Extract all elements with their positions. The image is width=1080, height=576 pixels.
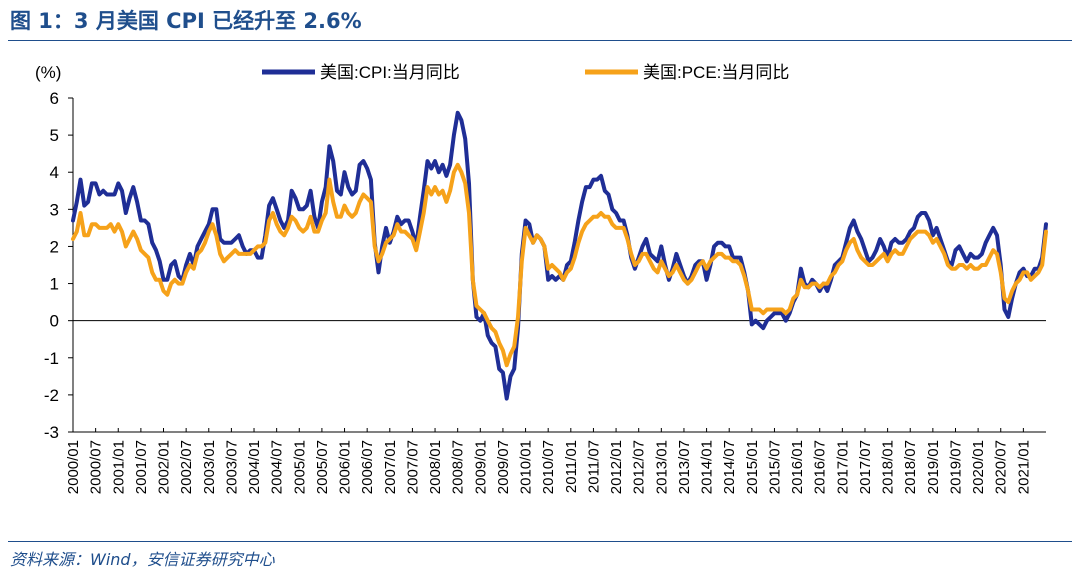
x-tick-label: 2012/01 [608,440,625,494]
x-tick-label: 2019/07 [947,440,964,494]
x-tick-label: 2008/07 [450,440,467,494]
x-tick-label: 2002/01 [156,440,173,494]
legend-label: 美国:PCE:当月同比 [643,63,789,82]
x-tick-label: 2017/01 [834,440,851,494]
y-tick-label: -1 [44,349,59,368]
x-tick-label: 2011/07 [585,440,602,493]
x-tick-label: 2009/07 [495,440,512,494]
x-tick-label: 2020/01 [970,440,987,494]
series-line-pce [71,162,1048,368]
x-tick-label: 2003/01 [201,440,218,494]
x-tick-label: 2004/01 [246,440,263,494]
x-tick-label: 2014/01 [699,440,716,494]
x-tick-label: 2012/07 [631,440,648,494]
x-tick-label: 2008/01 [427,440,444,494]
legend-label: 美国:CPI:当月同比 [320,63,460,82]
y-tick-label: -2 [44,386,59,405]
x-tick-label: 2013/07 [676,440,693,494]
x-tick-label: 2019/01 [925,440,942,494]
y-tick-label: 1 [50,275,59,294]
x-tick-label: 2001/07 [133,440,150,494]
x-tick-label: 2016/01 [789,440,806,494]
x-tick-label: 2007/01 [382,440,399,494]
x-tick-label: 2021/01 [1015,440,1032,494]
x-tick-label: 2007/07 [404,440,421,494]
x-tick-label: 2010/07 [540,440,557,494]
x-tick-label: 2018/01 [880,440,897,494]
x-tick-label: 2018/07 [902,440,919,494]
x-tick-label: 2016/07 [812,440,829,494]
x-tick-label: 2005/01 [291,440,308,494]
x-tick-label: 2006/07 [359,440,376,494]
x-tick-label: 2013/01 [653,440,670,494]
x-tick-label: 2014/07 [721,440,738,494]
title-rule [8,40,1072,41]
source-rule [8,541,1072,542]
y-tick-label: 3 [50,200,59,219]
x-tick-label: 2003/07 [223,440,240,494]
source-note: 资料来源：Wind，安信证券研究中心 [10,550,275,569]
y-tick-label: 2 [50,237,59,256]
y-tick-label: 0 [50,312,59,331]
x-tick-label: 2015/01 [744,440,761,494]
x-tick-label: 2009/01 [472,440,489,494]
x-tick-label: 2017/07 [857,440,874,494]
x-tick-label: 2001/01 [110,440,127,494]
x-tick-label: 2020/07 [993,440,1010,494]
y-tick-label: 5 [50,126,59,145]
x-tick-label: 2015/07 [766,440,783,494]
y-tick-label: 6 [50,89,59,108]
y-tick-label: 4 [50,163,59,182]
x-tick-label: 2005/07 [314,440,331,494]
x-tick-label: 2000/07 [88,440,105,494]
x-tick-label: 2000/01 [65,440,82,494]
y-unit-label: (%) [35,63,61,82]
y-tick-label: -3 [44,423,59,442]
x-tick-label: 2006/01 [337,440,354,494]
figure-title: 图 1：3 月美国 CPI 已经升至 2.6% [10,9,362,33]
x-tick-label: 2004/07 [269,440,286,494]
x-tick-label: 2002/07 [178,440,195,494]
x-tick-label: 2011/01 [563,440,580,493]
x-tick-label: 2010/01 [518,440,535,494]
